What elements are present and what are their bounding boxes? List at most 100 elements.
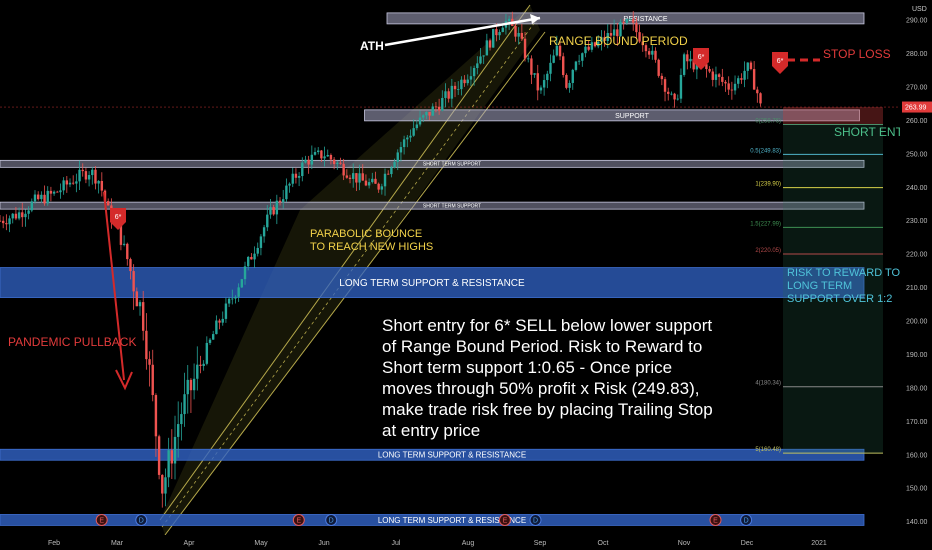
- band-6: [0, 514, 865, 526]
- candle-body: [87, 175, 91, 180]
- price-tick-12: 170.00: [906, 419, 928, 426]
- candle-body: [24, 213, 27, 218]
- candle-body: [549, 62, 552, 74]
- time-axis[interactable]: Feb Mar Apr May Jun Jul Aug Sep Oct Nov Dec 2021: [0, 535, 932, 550]
- event-marker-7: [740, 514, 753, 526]
- candle-body: [94, 169, 97, 184]
- candle-body: [183, 394, 186, 415]
- event-marker-1: [135, 514, 148, 526]
- candle-body: [132, 271, 135, 292]
- candle-body: [590, 42, 594, 50]
- candle-body: [65, 180, 69, 185]
- candle-body: [387, 173, 390, 175]
- band-label-0: RESISTANCE: [623, 16, 668, 23]
- candle-body: [733, 83, 737, 91]
- candle-body: [266, 214, 269, 228]
- price-tick-10: 190.00: [906, 352, 928, 359]
- candle-body: [632, 19, 635, 23]
- currency-label: USD: [912, 6, 927, 13]
- time-tick-9: Nov: [678, 540, 691, 547]
- candle-body: [224, 303, 228, 319]
- range-bound-label: RANGE BOUND PERIOD: [549, 34, 688, 48]
- candle-body: [281, 199, 285, 203]
- candle-body: [180, 414, 183, 425]
- candle-body: [202, 363, 205, 366]
- candle-body: [616, 29, 619, 37]
- candle-body: [651, 50, 654, 55]
- candle-body: [59, 190, 62, 193]
- trade-note: Short entry for 6* SELL below lower supp…: [382, 316, 713, 440]
- ath-label: ATH: [360, 39, 384, 53]
- candle-body: [211, 334, 215, 340]
- candle-body: [434, 106, 438, 108]
- event-marker-3: [325, 514, 338, 526]
- candle-body: [558, 45, 562, 57]
- candle-body: [320, 150, 323, 159]
- trade-note-line-1: Short entry for 6* SELL below lower supp…: [382, 316, 712, 335]
- candle-body: [441, 97, 444, 111]
- price-tick-14: 150.00: [906, 486, 928, 493]
- candle-body: [297, 176, 301, 178]
- candle-body: [275, 200, 279, 215]
- candle-body: [27, 210, 30, 214]
- candle-body: [237, 287, 240, 297]
- candle-body: [377, 183, 380, 190]
- candle-body: [390, 167, 393, 175]
- candle-body: [523, 38, 527, 59]
- candle-body: [250, 256, 253, 260]
- candle-body: [705, 64, 708, 70]
- candle-body: [660, 75, 664, 80]
- candle-body: [752, 69, 756, 90]
- candle-body: [635, 22, 638, 33]
- candle-body: [49, 190, 53, 194]
- candle-body: [199, 364, 202, 366]
- candle-body: [272, 207, 275, 215]
- price-tick-3: 260.00: [906, 118, 928, 125]
- candle-body: [0, 220, 2, 222]
- candle-body: [138, 302, 142, 307]
- candle-body: [571, 69, 574, 83]
- candle-body: [227, 298, 231, 304]
- candle-body: [418, 117, 422, 125]
- candle-body: [106, 201, 110, 206]
- candle-body: [345, 175, 349, 178]
- candle-body: [1, 220, 5, 224]
- signal-markers: 6* 6* 6*: [110, 48, 788, 230]
- candle-body: [619, 21, 622, 37]
- candle-body: [285, 185, 288, 200]
- candle-body: [507, 18, 511, 22]
- fib-label-6: 5(160.48): [755, 447, 781, 453]
- candle-body: [679, 74, 683, 99]
- candle-body: [17, 212, 21, 219]
- candle-body: [231, 298, 234, 300]
- candle-body: [415, 124, 419, 129]
- candle-body: [5, 223, 8, 225]
- candle-body: [352, 173, 355, 179]
- candle-body: [374, 178, 377, 184]
- candle-body: [253, 253, 256, 260]
- price-axis[interactable]: USD 290.00 280.00 270.00 260.00 250.00 240.00…: [900, 0, 932, 535]
- candle-body: [412, 128, 415, 136]
- support-resistance-bands: RESISTANCE SUPPORT SHORT TERM SUPPORT SHORT…: [0, 12, 900, 526]
- event-marker-6: [709, 514, 722, 526]
- candle-body: [192, 378, 196, 391]
- candle-body: [743, 70, 746, 80]
- candle-body: [428, 111, 431, 116]
- time-tick-3: May: [254, 540, 268, 547]
- candle-body: [498, 31, 501, 36]
- candle-body: [97, 180, 100, 184]
- candle-body: [52, 191, 56, 194]
- price-tick-9: 200.00: [906, 319, 928, 326]
- candle-body: [622, 21, 625, 23]
- candle-body: [593, 42, 597, 47]
- candle-body: [552, 55, 555, 63]
- pandemic-arrowhead: [115, 369, 133, 391]
- candle-body: [609, 33, 613, 36]
- candle-body: [730, 89, 734, 91]
- event-marker-4: [498, 514, 511, 526]
- candle-body: [667, 91, 670, 94]
- signal-marker-3-label: 6*: [777, 58, 784, 65]
